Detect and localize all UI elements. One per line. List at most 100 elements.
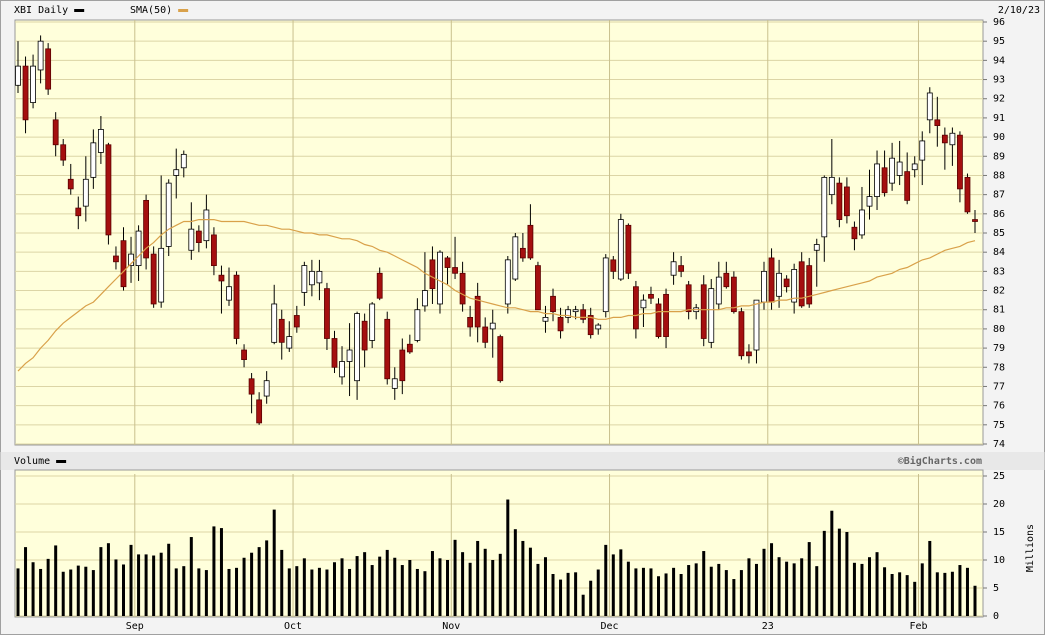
candle-body — [135, 230, 142, 267]
candle-body — [670, 261, 677, 276]
candle-body — [203, 209, 210, 242]
y-tick-label: 15 — [993, 527, 1005, 538]
candle-body — [331, 338, 338, 368]
candle-body — [889, 157, 896, 184]
candle-body — [678, 265, 685, 272]
candle-body — [67, 178, 74, 190]
volume-bar — [800, 558, 804, 616]
candle-body — [617, 219, 624, 280]
candle-body — [911, 163, 918, 171]
volume-bar — [574, 572, 578, 616]
y-tick-label: 87 — [993, 190, 1005, 201]
volume-bar — [498, 553, 502, 616]
volume-bar — [438, 558, 442, 616]
candle-body — [391, 378, 398, 389]
x-tick-label: Feb — [909, 621, 927, 632]
volume-bar — [219, 528, 223, 616]
candle-body — [316, 270, 323, 284]
candle-body — [625, 224, 632, 274]
candle-body — [881, 167, 888, 194]
volume-bar — [852, 562, 856, 616]
volume-bar — [408, 560, 412, 616]
candle-body — [813, 244, 820, 251]
candle-body — [271, 303, 278, 343]
volume-bar — [657, 576, 661, 616]
candle-body — [753, 299, 760, 351]
candle-body — [422, 290, 428, 307]
y-tick-label: 95 — [993, 36, 1005, 47]
sma-line — [17, 219, 976, 372]
volume-bar — [762, 548, 766, 616]
candle-body — [934, 119, 941, 126]
volume-bar — [898, 572, 902, 616]
candle-body — [113, 255, 119, 263]
volume-bar — [913, 581, 917, 616]
volume-bar — [543, 557, 547, 616]
y-tick-label: 92 — [993, 94, 1005, 105]
candle-body — [346, 349, 353, 362]
candle-body — [128, 253, 134, 267]
volume-bar — [717, 563, 721, 616]
volume-bar — [551, 574, 555, 616]
y-tick-label: 25 — [993, 471, 1005, 482]
volume-bar — [672, 567, 676, 616]
candle-body — [263, 380, 270, 397]
volume-bar — [106, 543, 110, 616]
candle-body — [120, 240, 127, 288]
y-tick-label: 20 — [993, 499, 1005, 510]
x-tick-label: Dec — [601, 621, 619, 632]
candle-body — [828, 176, 835, 196]
candle-body — [866, 196, 873, 207]
volume-bar — [446, 560, 450, 616]
candle-body — [165, 182, 172, 247]
candle-body — [738, 311, 745, 357]
candle-body — [859, 209, 865, 236]
legend-label: XBI Daily — [14, 5, 68, 16]
volume-bar — [785, 561, 789, 616]
volume-bar — [619, 549, 623, 616]
y-tick-label: 75 — [993, 420, 1005, 431]
y-tick-label: 86 — [993, 209, 1005, 220]
volume-bar — [943, 572, 947, 616]
volume-bar — [935, 572, 939, 616]
candle-body — [550, 295, 556, 313]
volume-bar — [385, 549, 389, 616]
candle-body — [798, 261, 805, 307]
volume-bar — [197, 568, 201, 616]
candle-body — [964, 176, 971, 213]
volume-bar — [732, 579, 736, 616]
volume-bar — [950, 571, 954, 616]
volume-bar — [287, 568, 291, 616]
volume-bar — [69, 569, 73, 616]
candle-body — [414, 309, 421, 341]
candle-body — [648, 293, 654, 299]
volume-bar — [860, 563, 864, 616]
candle-body — [489, 322, 496, 330]
volume-bar — [31, 562, 35, 616]
candle-body — [482, 326, 489, 343]
y-tick-label: 74 — [993, 439, 1005, 450]
volume-bar — [257, 547, 261, 616]
candle-body — [173, 169, 180, 176]
volume-bar — [521, 540, 525, 616]
volume-bar — [559, 579, 563, 616]
volume-bar — [506, 499, 510, 616]
candle-body — [211, 234, 217, 267]
candle-body — [286, 336, 293, 349]
volume-bar — [822, 530, 826, 616]
candle-body — [37, 40, 44, 71]
volume-bar — [792, 563, 796, 616]
volume-bar — [99, 547, 103, 616]
x-tick-label: Sep — [126, 621, 144, 632]
candle-body — [474, 295, 481, 328]
volume-bar — [770, 543, 774, 616]
y-tick-label: 85 — [993, 228, 1005, 239]
candle-body — [75, 207, 82, 217]
volume-header — [0, 452, 1045, 470]
volume-bar — [739, 570, 743, 616]
candle-body — [708, 288, 715, 343]
y-tick-label: 76 — [993, 401, 1005, 412]
candle-body — [361, 320, 368, 351]
